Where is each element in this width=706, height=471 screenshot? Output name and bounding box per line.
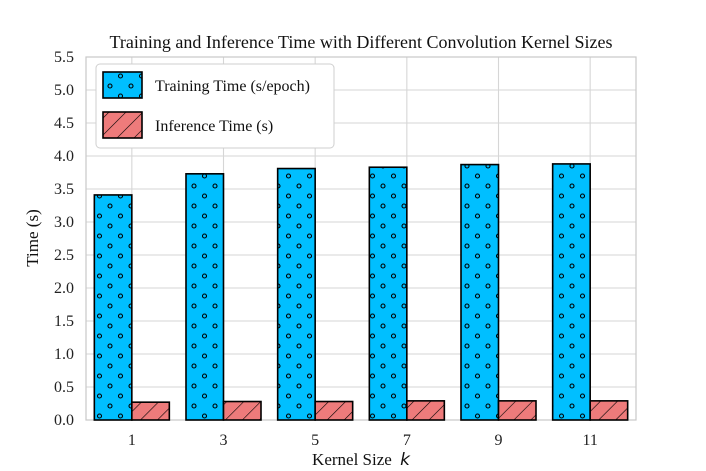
- bar-training: [551, 163, 591, 421]
- bar-training: [368, 166, 408, 421]
- bar-training: [460, 163, 500, 421]
- y-tick-label: 2.0: [54, 280, 74, 297]
- y-tick-label: 0.0: [54, 412, 74, 429]
- x-tick-label: 9: [495, 432, 503, 449]
- bar-inference: [589, 400, 629, 421]
- legend-frame: [95, 63, 335, 149]
- bar-inference: [406, 400, 446, 421]
- legend-swatch-inference: [102, 111, 143, 139]
- y-tick-label: 1.0: [54, 346, 74, 363]
- bar-inference: [131, 401, 171, 421]
- legend-label-inference: Inference Time (s): [155, 118, 273, 135]
- y-tick-label: 5.0: [54, 82, 74, 99]
- x-axis-label-variable: k: [400, 450, 411, 470]
- y-tick-label: 3.5: [54, 181, 74, 198]
- bar-training: [276, 167, 316, 421]
- bars: [93, 163, 629, 421]
- y-axis-label: Time (s): [23, 209, 42, 266]
- y-axis-ticks: 0.0 0.5 1.0 1.5 2.0 2.5 3.0 3.5 4.0 4.5 5.0 5.5: [54, 49, 74, 429]
- y-tick-label: 2.5: [54, 247, 74, 264]
- x-tick-label: 5: [311, 432, 319, 449]
- legend-swatch-training: [102, 71, 143, 99]
- y-tick-label: 0.5: [54, 379, 74, 396]
- x-tick-label: 11: [582, 432, 597, 449]
- x-tick-label: 7: [403, 432, 411, 449]
- y-tick-label: 4.5: [54, 115, 74, 132]
- y-tick-label: 4.0: [54, 148, 74, 165]
- y-tick-label: 3.0: [54, 214, 74, 231]
- bar-training: [93, 194, 133, 421]
- legend: Training Time (s/epoch) Inference Time (…: [95, 63, 335, 149]
- x-axis-ticks: 1 3 5 7 9 11: [128, 432, 598, 449]
- x-tick-label: 1: [128, 432, 136, 449]
- x-axis-label: Kernel Size k: [312, 450, 411, 470]
- bar-inference: [314, 400, 354, 421]
- bar-inference: [497, 400, 537, 421]
- y-tick-label: 1.5: [54, 313, 74, 330]
- plot-frame: [85, 56, 637, 421]
- bar-training: [185, 173, 225, 421]
- y-tick-label: 5.5: [54, 49, 74, 66]
- chart-title: Training and Inference Time with Differe…: [110, 32, 613, 52]
- x-axis-label-text: Kernel Size: [312, 450, 392, 469]
- legend-label-training: Training Time (s/epoch): [155, 78, 310, 95]
- bar-inference: [222, 400, 262, 421]
- x-tick-label: 3: [220, 432, 228, 449]
